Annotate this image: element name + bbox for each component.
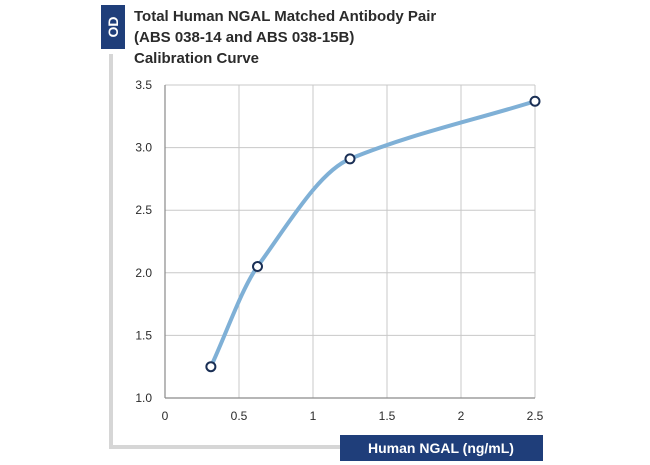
x-axis-badge-bg	[340, 435, 543, 461]
y-tick-label: 3.0	[135, 141, 152, 155]
x-tick-label: 1	[310, 409, 317, 423]
data-point	[205, 361, 217, 373]
y-axis-label-badge: OD	[101, 5, 125, 49]
chart-title-line-1: Total Human NGAL Matched Antibody Pair	[134, 8, 436, 25]
x-tick-label: 2	[458, 409, 465, 423]
chart-title-line-2: (ABS 038-14 and ABS 038-15B)	[134, 29, 354, 46]
x-tick-label: 0	[162, 409, 169, 423]
axes	[164, 85, 535, 399]
y-tick-label: 1.5	[135, 328, 152, 342]
y-tick-label: 3.5	[135, 78, 152, 92]
y-tick-label: 1.0	[135, 391, 152, 405]
x-axis-label: Human NGAL (ng/mL)	[368, 440, 514, 456]
grid	[165, 84, 536, 398]
series-line	[208, 99, 537, 369]
tick-labels: 0 0.5 1 1.5 2 2.5 1.0 1.5 2.0 2.5 3.0 3.5	[135, 78, 543, 423]
data-point	[529, 95, 541, 107]
chart-frame	[109, 54, 340, 449]
data-point	[252, 261, 263, 273]
x-tick-label: 1.5	[379, 409, 396, 423]
chart-title-line-3: Calibration Curve	[134, 50, 259, 67]
x-tick-label: 0.5	[231, 409, 248, 423]
data-point	[344, 153, 356, 165]
y-tick-label: 2.0	[135, 266, 152, 280]
x-axis-label-badge: Human NGAL (ng/mL)	[340, 435, 543, 461]
y-tick-label: 2.5	[135, 203, 152, 217]
y-axis-label: OD	[105, 17, 121, 38]
y-axis-badge-bg	[101, 5, 125, 49]
data-points	[205, 95, 541, 373]
x-tick-label: 2.5	[527, 409, 544, 423]
